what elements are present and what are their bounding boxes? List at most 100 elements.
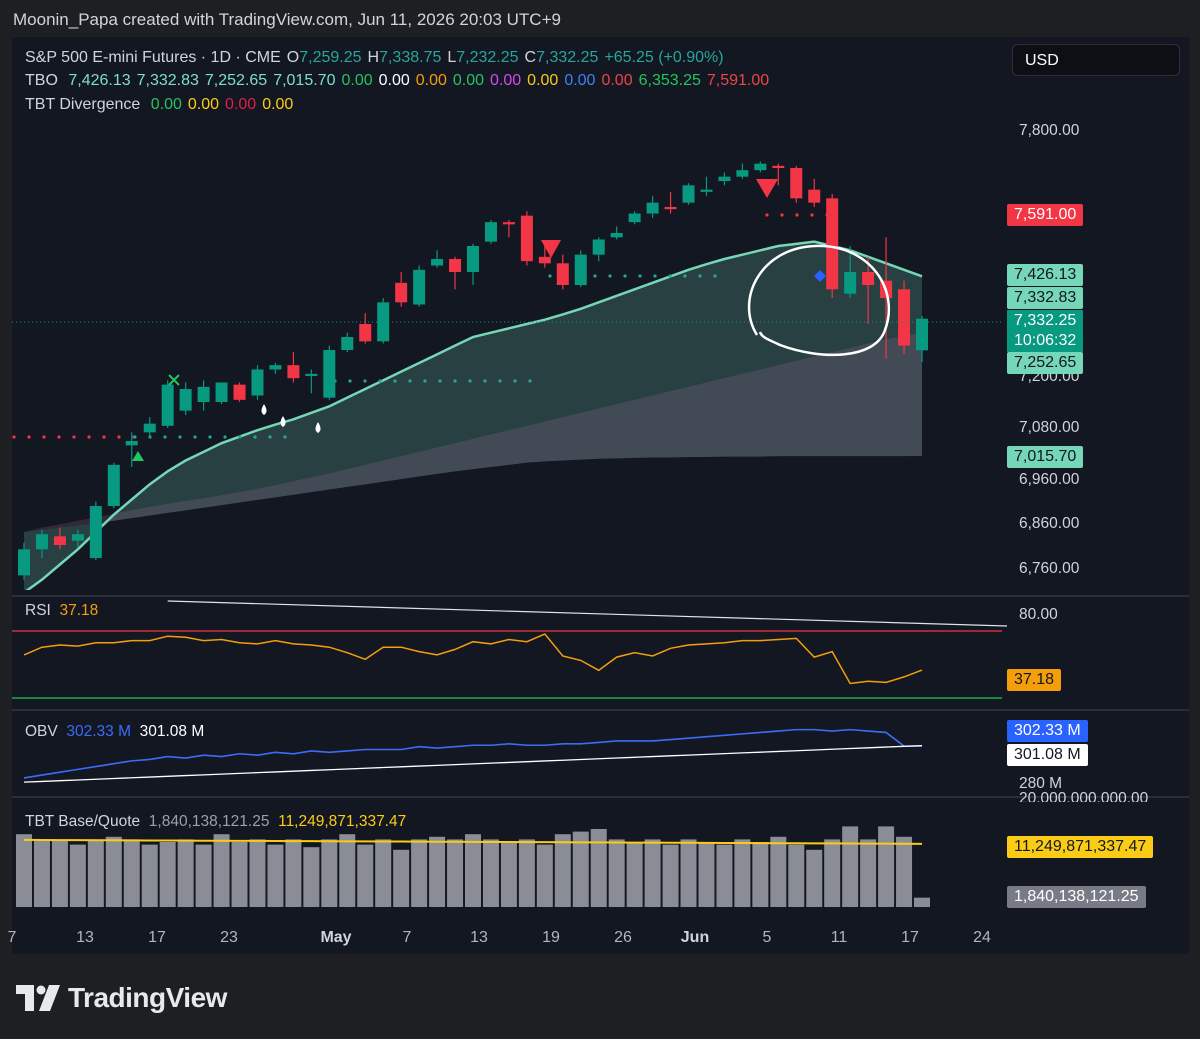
price-axis-tick: 6,760.00 — [1019, 560, 1080, 577]
support-dot — [513, 379, 517, 383]
low-label: L — [447, 49, 457, 66]
chart-canvas[interactable] — [12, 37, 1189, 954]
candle — [790, 168, 803, 199]
tbt-legend: TBT Divergence 0.00 0.00 0.00 0.00 — [25, 96, 299, 114]
obv-axis-tick: 280 M — [1019, 775, 1063, 792]
candle — [35, 534, 48, 550]
volume-bar — [734, 839, 751, 907]
support-dot — [133, 435, 137, 439]
close-value: 7,332.25 — [536, 49, 599, 66]
volume-bar — [824, 839, 841, 907]
main-pane — [12, 161, 1002, 590]
close-label: C — [524, 49, 537, 66]
diamond-signal — [814, 270, 826, 282]
tbo-cloud-lower — [24, 332, 922, 532]
tbt_legend-value: 0.00 — [225, 96, 257, 113]
x-axis-tick: 26 — [614, 929, 632, 946]
support-dot — [348, 379, 352, 383]
volume-bar — [123, 839, 140, 907]
candle — [269, 365, 282, 370]
volume-bar — [159, 842, 176, 907]
volume-bar — [716, 844, 733, 907]
x-axis-tick: 7 — [7, 929, 17, 946]
support-dot — [438, 379, 442, 383]
symbol-legend: S&P 500 E-mini Futures · 1D · CME O7,259.… — [25, 49, 730, 67]
candle — [772, 165, 785, 168]
volume-bar — [69, 844, 86, 907]
candle — [125, 441, 138, 446]
support-dot — [178, 435, 182, 439]
volume-bar — [393, 849, 410, 907]
support-dot — [393, 379, 397, 383]
obv-price-label-2: 301.08 M — [1007, 744, 1088, 766]
candle — [305, 373, 318, 376]
support-dot — [668, 274, 672, 278]
candle — [610, 233, 623, 238]
support-dot — [683, 274, 687, 278]
resistance-dot — [72, 435, 76, 439]
volume-bar — [914, 897, 930, 907]
candle — [502, 222, 515, 225]
volume-bar — [662, 844, 679, 907]
tradingview-logo-icon — [16, 985, 60, 1011]
resistance-dot — [780, 213, 784, 217]
currency-selector[interactable]: USD — [1012, 44, 1180, 76]
candle — [71, 534, 84, 541]
buy-signal-triangle — [132, 451, 144, 461]
x-axis-tick: 7 — [402, 929, 412, 946]
obv-name: OBV — [25, 723, 58, 740]
volume-bar — [177, 839, 194, 907]
obv-price-label-1: 302.33 M — [1007, 720, 1088, 742]
tbo_legend-value: 6,353.25 — [638, 72, 701, 89]
price-label: 7,332.83 — [1007, 287, 1084, 309]
obv-value-1: 302.33 M — [66, 723, 131, 740]
rsi-price-label: 37.18 — [1007, 669, 1062, 691]
volume-bar — [33, 839, 50, 907]
support-dot — [363, 379, 367, 383]
drop-signal — [280, 416, 286, 427]
volume-bar — [500, 842, 517, 907]
volume-bar — [680, 839, 697, 907]
candle — [808, 189, 821, 203]
candle — [359, 324, 372, 342]
chart-frame[interactable] — [12, 37, 1189, 954]
candle — [179, 389, 192, 411]
support-dot — [498, 379, 502, 383]
bq-name: TBT Base/Quote — [25, 813, 141, 830]
volume-bar — [411, 839, 428, 907]
tbo-name: TBO — [25, 72, 58, 89]
change-value: +65.25 (+0.90%) — [604, 49, 724, 66]
volume-bar — [51, 839, 68, 907]
candle — [323, 350, 336, 398]
support-dot — [238, 435, 242, 439]
price-label: 7,252.65 — [1007, 352, 1084, 374]
x-axis-tick: May — [320, 929, 352, 946]
volume-bar — [267, 844, 284, 907]
candle — [233, 384, 246, 400]
x-axis-tick: 19 — [542, 929, 560, 946]
resistance-dot — [57, 435, 61, 439]
volume-bar — [357, 844, 374, 907]
tbo-cloud — [24, 241, 922, 590]
candle — [467, 246, 479, 272]
obv-line — [23, 728, 922, 779]
candle — [592, 239, 605, 255]
volume-bar — [285, 839, 302, 907]
rsi-legend: RSI 37.18 — [25, 602, 98, 620]
resistance-dot — [795, 213, 799, 217]
tbt_legend-value: 0.00 — [150, 96, 182, 113]
candle — [161, 384, 174, 426]
volume-bar — [429, 836, 446, 907]
volume-bar — [105, 836, 122, 907]
candle — [107, 464, 120, 506]
support-dot — [548, 274, 552, 278]
sell-signal-triangle — [541, 240, 561, 258]
tradingview-logo[interactable]: TradingView — [16, 982, 227, 1014]
volume-bar — [465, 834, 481, 907]
high-value: 7,338.75 — [379, 49, 442, 66]
candle — [431, 259, 444, 266]
candle — [898, 289, 911, 346]
resistance-dot — [27, 435, 31, 439]
support-dot — [593, 274, 597, 278]
volume-bar — [896, 836, 913, 907]
